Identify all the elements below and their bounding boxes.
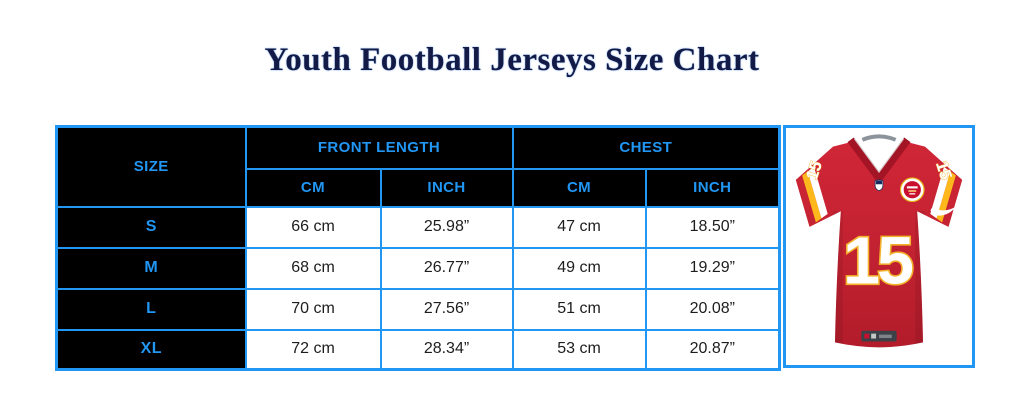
size-column-header: SIZE — [55, 125, 247, 208]
jock-tag — [861, 330, 897, 342]
jersey-image: 15 15 15 — [795, 134, 963, 348]
size-chart-section: SIZE FRONT LENGTH CHEST CM INCH CM INCH … — [55, 125, 976, 371]
table-row-size-m: M 68 cm 26.77” 49 cm 19.29” — [55, 246, 781, 290]
chest-number: 15 — [843, 225, 913, 299]
front-length-cm-value: 68 cm — [244, 246, 382, 290]
chest-inch-value: 19.29” — [644, 246, 781, 290]
front-length-group-header: FRONT LENGTH — [244, 125, 514, 170]
front-length-inch-value: 26.77” — [379, 246, 514, 290]
front-length-inch-header: INCH — [379, 167, 514, 208]
chest-cm-header: CM — [511, 167, 647, 208]
size-label: S — [55, 205, 247, 249]
page-title: Youth Football Jerseys Size Chart — [264, 42, 760, 78]
chest-cm-value: 51 cm — [511, 287, 647, 331]
chest-inch-value: 20.87” — [644, 328, 781, 371]
side-mesh-shading — [833, 211, 926, 348]
jersey-photo-panel: 15 15 15 — [783, 125, 976, 368]
table-row-size-s: S 66 cm 25.98” 47 cm 18.50” — [55, 205, 781, 249]
front-length-cm-header: CM — [244, 167, 382, 208]
front-length-cm-value: 66 cm — [244, 205, 382, 249]
front-length-cm-value: 70 cm — [244, 287, 382, 331]
front-length-inch-value: 27.56” — [379, 287, 514, 331]
nfl-shield-icon — [874, 179, 884, 192]
chest-cm-value: 47 cm — [511, 205, 647, 249]
nike-swoosh-icon — [930, 206, 957, 216]
sleeve-stripes — [802, 166, 956, 223]
size-label: M — [55, 246, 247, 290]
table-row-size-xl: XL 72 cm 28.34” 53 cm 20.87” — [55, 328, 781, 371]
size-label: XL — [55, 328, 247, 371]
chest-cm-value: 53 cm — [511, 328, 647, 371]
size-label: L — [55, 287, 247, 331]
front-length-cm-value: 72 cm — [244, 328, 382, 371]
chest-cm-value: 49 cm — [511, 246, 647, 290]
collar — [847, 134, 911, 185]
size-chart-table: SIZE FRONT LENGTH CHEST CM INCH CM INCH … — [55, 125, 782, 371]
chest-inch-value: 20.08” — [644, 287, 781, 331]
chest-inch-value: 18.50” — [644, 205, 781, 249]
front-length-inch-value: 28.34” — [379, 328, 514, 371]
front-length-inch-value: 25.98” — [379, 205, 514, 249]
chest-inch-header: INCH — [644, 167, 781, 208]
team-patch-icon — [899, 177, 925, 203]
table-row-size-l: L 70 cm 27.56” 51 cm 20.08” — [55, 287, 781, 331]
chest-group-header: CHEST — [511, 125, 781, 170]
